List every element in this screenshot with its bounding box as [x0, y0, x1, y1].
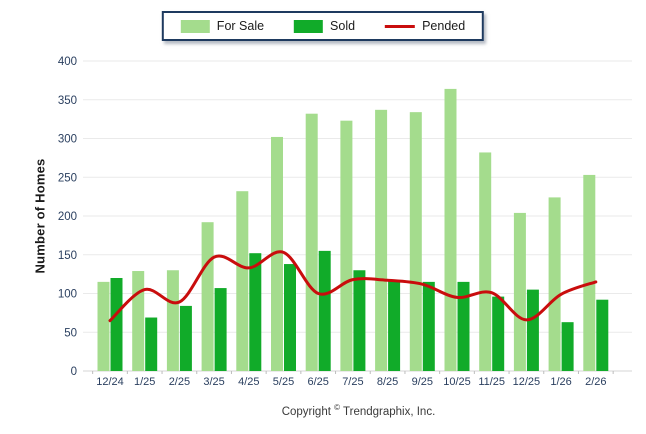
- y-axis-tick-label: 400: [58, 56, 77, 68]
- bar-for-sale: [305, 113, 318, 371]
- bar-for-sale: [271, 136, 283, 371]
- copyright-prefix: Copyright: [281, 405, 331, 418]
- y-axis-tick-label: 200: [58, 211, 77, 223]
- y-axis-title: Number of Homes: [32, 158, 48, 274]
- x-axis-tick-label: 7/25: [342, 376, 363, 388]
- x-axis-tick-label: 5/25: [273, 376, 294, 388]
- bar-sold: [388, 281, 401, 371]
- y-axis-tick-label: 300: [58, 134, 77, 146]
- bar-sold: [422, 281, 435, 371]
- legend-label: For Sale: [216, 19, 265, 33]
- bar-for-sale: [236, 191, 249, 371]
- x-axis-tick-label: 11/25: [478, 376, 505, 388]
- bar-sold: [110, 278, 123, 371]
- x-axis-tick-label: 2/25: [169, 376, 190, 388]
- bar-for-sale: [513, 212, 526, 371]
- y-axis-tick-label: 100: [58, 289, 77, 301]
- bar-for-sale: [97, 281, 110, 371]
- x-axis-tick-label: 1/25: [134, 376, 155, 388]
- copyright-text: Copyright © Trendgraphix, Inc.: [85, 403, 632, 418]
- x-axis-tick-label: 3/25: [203, 376, 224, 388]
- legend-color-swatch: [180, 19, 210, 33]
- legend-item-pended: Pended: [385, 19, 465, 33]
- bar-sold: [457, 281, 470, 371]
- bar-sold: [492, 296, 505, 371]
- bar-sold: [249, 253, 262, 371]
- bar-for-sale: [409, 112, 422, 372]
- x-axis-tick-label: 9/25: [412, 376, 433, 388]
- x-axis-tick-label: 8/25: [377, 376, 398, 388]
- bar-sold: [214, 288, 227, 371]
- bar-sold: [145, 317, 158, 371]
- legend-color-swatch: [294, 19, 324, 33]
- copyright-symbol: ©: [334, 403, 341, 412]
- bar-sold: [353, 270, 366, 371]
- y-axis-tick-label: 150: [58, 250, 77, 262]
- copyright-suffix: Trendgraphix, Inc.: [340, 405, 436, 418]
- bar-for-sale: [583, 174, 596, 371]
- bar-sold: [596, 299, 609, 371]
- y-axis-tick-label: 250: [58, 172, 77, 184]
- legend-label: Pended: [422, 19, 466, 33]
- legend-label: Sold: [330, 19, 356, 33]
- x-axis-tick-label: 1/26: [550, 376, 571, 388]
- bar-for-sale: [201, 222, 214, 371]
- x-axis-tick-label: 4/25: [238, 376, 259, 388]
- legend-line-swatch: [385, 24, 416, 28]
- bar-for-sale: [375, 109, 388, 371]
- bar-sold: [526, 289, 539, 371]
- x-axis-tick-label: 12/25: [513, 376, 541, 388]
- x-axis-tick-label: 2/26: [585, 376, 606, 388]
- x-axis-tick-label: 12/24: [96, 376, 124, 388]
- bar-for-sale: [166, 270, 179, 371]
- y-axis-tick-label: 350: [58, 95, 77, 107]
- legend-item-for-sale: For Sale: [180, 19, 265, 33]
- chart-legend: For Sale Sold Pended: [161, 11, 485, 41]
- x-axis-tick-label: 6/25: [307, 376, 328, 388]
- bar-for-sale: [444, 88, 457, 372]
- pended-line: [108, 250, 598, 323]
- bar-for-sale: [340, 120, 353, 371]
- bar-for-sale: [132, 271, 145, 371]
- legend-item-sold: Sold: [294, 19, 355, 33]
- bar-sold: [179, 305, 192, 371]
- x-axis-tick-label: 10/25: [443, 376, 471, 388]
- bar-for-sale: [548, 197, 561, 371]
- bar-sold: [561, 322, 574, 371]
- bar-sold: [318, 250, 331, 371]
- bar-for-sale: [479, 152, 492, 371]
- y-axis-tick-label: 0: [71, 366, 77, 378]
- bar-sold: [284, 264, 296, 371]
- y-axis-tick-label: 50: [64, 327, 77, 339]
